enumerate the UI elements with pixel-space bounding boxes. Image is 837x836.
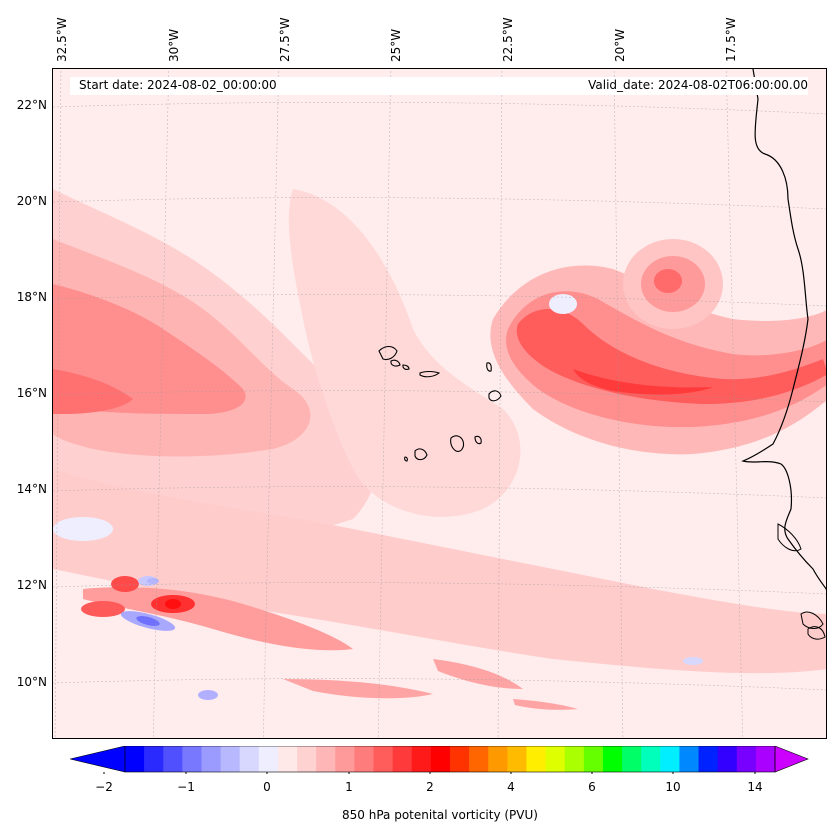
colorbar-segment [602, 746, 623, 772]
date-info-bar [70, 77, 808, 95]
longitude-label: 30°W [167, 28, 181, 62]
africa-coastline [741, 69, 826, 590]
latitude-label: 14°N [16, 482, 47, 496]
colorbar-segment [354, 746, 375, 772]
pv-contour-south-streak-3 [433, 659, 523, 689]
pv-negative-patch-6 [53, 517, 113, 541]
colorbar-segment [125, 746, 145, 772]
colorbar-border [124, 746, 776, 773]
colorbar-segment [220, 746, 241, 772]
colorbar-segment [755, 746, 776, 772]
pv-contour-core-12n-a [81, 601, 125, 617]
colorbar-tick-label: −1 [177, 780, 195, 794]
colorbar-segment [201, 746, 222, 772]
colorbar-segment [583, 746, 604, 772]
pv-contour-north-blob-core [654, 269, 682, 293]
colorbar-tick-label: 10 [665, 780, 681, 794]
pv-contour-south-streak-4 [513, 699, 578, 710]
pv-contour-arc-core [573, 369, 713, 395]
graticule [53, 69, 826, 738]
colorbar-tick-label: 0 [263, 780, 271, 794]
colorbar-segment [335, 746, 355, 772]
latitude-label: 16°N [16, 386, 47, 400]
latitude-label: 18°N [16, 290, 47, 304]
colorbar-tick-label: 2 [426, 780, 434, 794]
colorbar-segment [564, 746, 585, 772]
colorbar-segment [622, 746, 642, 772]
pv-negative-patch-5 [147, 578, 159, 584]
coastline-fragment-1 [777, 523, 802, 552]
pv-contour-core-12n-b [111, 576, 139, 592]
colorbar-segment [430, 746, 451, 772]
colorbar-segment [239, 746, 260, 772]
latitude-label: 22°N [16, 98, 47, 112]
colorbar-tick-label: 1 [345, 780, 353, 794]
colorbar-tick-label: 14 [747, 780, 763, 794]
pv-contour-south-streak-2 [283, 679, 433, 699]
colorbar-segment [411, 746, 432, 772]
colorbar-segment [144, 746, 164, 772]
pv-contour-south-streak-1 [83, 587, 353, 651]
colorbar-segment [182, 746, 202, 772]
longitude-label: 20°W [613, 28, 627, 62]
colorbar-segment [469, 746, 489, 772]
coastline-fragment-2 [800, 611, 824, 629]
colorbar-tick-label: 4 [507, 780, 515, 794]
colorbar-segment [736, 746, 757, 772]
colorbar-segment [679, 746, 700, 772]
start-date-text: Start date: 2024-08-02_00:00:00 [79, 78, 277, 92]
longitude-label: 32.5°W [55, 17, 69, 62]
colorbar-segment [641, 746, 661, 772]
colorbar-segment [507, 746, 527, 772]
valid-date-text: Valid_date: 2024-08-02T06:00:00.00 [588, 78, 808, 92]
colorbar-segment [316, 746, 336, 772]
colorbar-segment [258, 746, 279, 772]
pv-contour-center [288, 189, 521, 517]
colorbar-segment [450, 746, 470, 772]
colorbar-segment [392, 746, 413, 772]
colorbar-segment [277, 746, 298, 772]
colorbar-segment [488, 746, 508, 772]
longitude-label: 25°W [389, 28, 403, 62]
pv-contour-core-12n-d [165, 599, 181, 609]
cape-verde-islands [378, 345, 502, 462]
colorbar-segment [297, 746, 317, 772]
pv-negative-patch-3 [198, 690, 218, 700]
colorbar [70, 746, 809, 774]
colorbar-segment [526, 746, 547, 772]
coastline-fragment-3 [807, 626, 826, 640]
longitude-label: 17.5°W [724, 17, 738, 62]
colorbar-extend-low [70, 746, 126, 773]
latitude-label: 10°N [16, 675, 47, 689]
colorbar-segment [545, 746, 566, 772]
colorbar-extend-high [774, 746, 809, 773]
colorbar-segment [660, 746, 680, 772]
colorbar-segment [717, 746, 738, 772]
pv-contour-south-band [53, 469, 826, 674]
colorbar-segment [698, 746, 719, 772]
pv-negative-patch-2 [136, 616, 160, 626]
map-plot-area [52, 68, 827, 739]
colorbar-label: 850 hPa potenital vorticity (PVU) [342, 808, 538, 822]
colorbar-tick-label: −2 [95, 780, 113, 794]
pv-contour-west-strong [53, 284, 246, 414]
latitude-label: 12°N [16, 578, 47, 592]
colorbar-tick-label: 6 [588, 780, 596, 794]
longitude-label: 22.5°W [501, 17, 515, 62]
pv-field-map [53, 69, 826, 738]
pv-negative-patch-8 [683, 657, 703, 665]
pv-contour-west-max [53, 369, 133, 414]
colorbar-segment [163, 746, 183, 772]
colorbar-segment [373, 746, 394, 772]
latitude-label: 20°N [16, 194, 47, 208]
longitude-label: 27.5°W [278, 17, 292, 62]
pv-negative-patch-7 [549, 294, 577, 314]
